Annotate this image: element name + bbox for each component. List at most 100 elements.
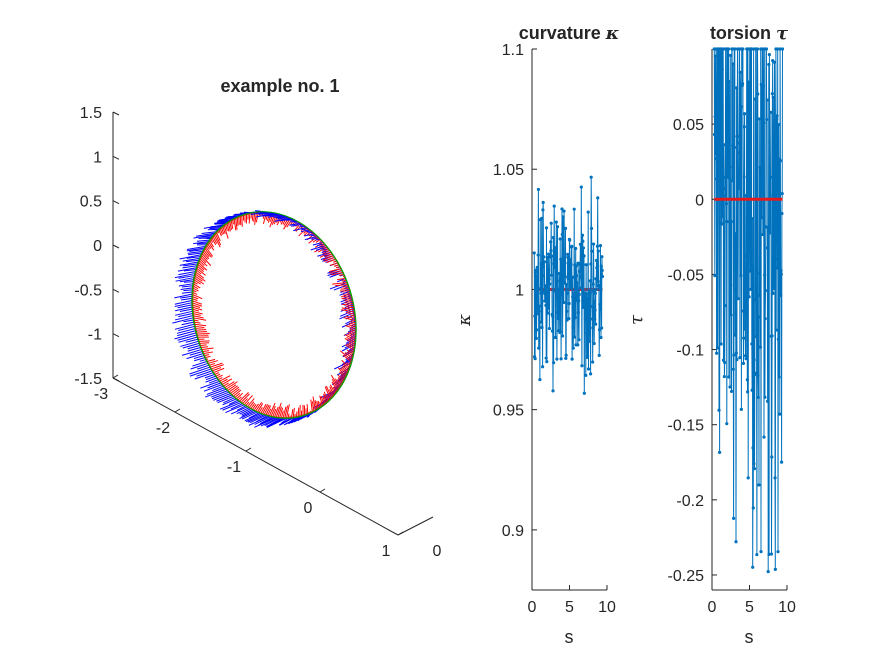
series-point bbox=[547, 268, 551, 272]
series-point bbox=[577, 269, 582, 273]
normal-vector bbox=[341, 359, 351, 369]
series-point bbox=[760, 133, 764, 137]
series-point bbox=[742, 175, 746, 179]
series-point bbox=[555, 310, 559, 315]
series-point bbox=[577, 299, 581, 303]
binormal-vector bbox=[194, 357, 205, 362]
binormal-vector bbox=[198, 236, 212, 239]
normal-vector bbox=[345, 306, 355, 309]
series-point bbox=[738, 70, 742, 74]
binormal-vector bbox=[276, 216, 288, 219]
binormal-vector bbox=[177, 304, 193, 309]
normal-vector bbox=[219, 227, 223, 236]
normal-vector bbox=[197, 263, 205, 271]
binormal-vector bbox=[218, 219, 232, 222]
normal-vector bbox=[315, 238, 321, 243]
x-tick bbox=[245, 447, 252, 452]
binormal-vector bbox=[340, 296, 353, 303]
normal-vector bbox=[344, 352, 354, 359]
binormal-vector bbox=[259, 416, 273, 424]
binormal-vector bbox=[213, 222, 227, 225]
binormal-vector bbox=[230, 406, 248, 415]
series-point bbox=[726, 119, 730, 123]
series-point bbox=[723, 187, 727, 191]
normal-vector bbox=[322, 396, 326, 405]
series-point bbox=[780, 192, 784, 196]
series-point bbox=[771, 291, 775, 295]
series-point bbox=[541, 264, 546, 269]
normal-vector bbox=[203, 354, 210, 357]
series-point bbox=[556, 316, 560, 321]
normal-vector bbox=[324, 253, 333, 258]
normal-vector bbox=[347, 333, 357, 339]
series-point bbox=[535, 328, 539, 332]
normal-vector bbox=[195, 330, 207, 332]
normal-vector bbox=[344, 302, 354, 305]
series-point bbox=[778, 412, 782, 416]
series-point bbox=[538, 304, 542, 308]
series-point bbox=[540, 274, 544, 278]
x-tick-label: 0 bbox=[708, 599, 717, 616]
series-point bbox=[754, 335, 758, 339]
normal-vector bbox=[199, 256, 207, 264]
binormal-vector bbox=[216, 394, 232, 402]
normal-vector bbox=[213, 367, 225, 374]
series-point bbox=[760, 216, 764, 220]
series-point bbox=[734, 351, 738, 355]
series-point bbox=[571, 346, 575, 350]
series-point bbox=[566, 276, 570, 281]
series-point bbox=[557, 279, 562, 283]
normal-vector bbox=[192, 281, 198, 285]
normal-vector bbox=[268, 402, 276, 417]
series-point bbox=[757, 483, 761, 487]
series-point bbox=[539, 291, 543, 295]
series-point bbox=[543, 284, 547, 288]
normal-vector bbox=[192, 317, 207, 321]
binormal-vector bbox=[193, 241, 209, 245]
series-point bbox=[582, 254, 586, 258]
binormal-vector bbox=[219, 400, 240, 410]
binormal-vector bbox=[186, 353, 204, 360]
series-point bbox=[713, 115, 717, 119]
series-point bbox=[720, 222, 724, 226]
series-point bbox=[546, 306, 550, 310]
series-point bbox=[569, 272, 573, 276]
normal-vector bbox=[346, 337, 356, 343]
series-point bbox=[752, 462, 756, 466]
series-point bbox=[762, 435, 766, 439]
series-point bbox=[587, 294, 591, 298]
series-point bbox=[541, 200, 545, 205]
series-point bbox=[715, 177, 719, 181]
binormal-vector bbox=[183, 269, 196, 272]
normal-vector bbox=[348, 342, 356, 347]
series-point bbox=[742, 336, 746, 340]
series-point bbox=[729, 220, 733, 224]
series-point bbox=[743, 354, 748, 358]
normal-vector bbox=[311, 401, 315, 412]
series-point bbox=[745, 378, 749, 382]
binormal-vector bbox=[212, 385, 224, 392]
series-point bbox=[780, 211, 784, 216]
binormal-vector bbox=[178, 312, 193, 318]
normal-vector bbox=[202, 350, 210, 353]
series-point bbox=[744, 254, 749, 258]
binormal-vector bbox=[254, 416, 272, 425]
binormal-vector bbox=[204, 388, 227, 398]
series-point bbox=[586, 367, 591, 371]
normal-vector bbox=[346, 343, 356, 349]
binormal-vector bbox=[189, 368, 212, 377]
series-point bbox=[563, 275, 567, 279]
series-point bbox=[544, 356, 548, 360]
binormal-vector bbox=[182, 257, 200, 262]
normal-vector bbox=[344, 300, 354, 302]
z-tick bbox=[112, 288, 120, 293]
series-point bbox=[549, 240, 553, 244]
normal-vector bbox=[335, 284, 349, 287]
series-point bbox=[741, 47, 745, 51]
series-point bbox=[592, 299, 597, 303]
series-point bbox=[551, 314, 555, 318]
series-point bbox=[567, 301, 571, 306]
normal-vector bbox=[191, 300, 203, 305]
series-point bbox=[551, 236, 555, 240]
normal-vector bbox=[191, 302, 203, 307]
